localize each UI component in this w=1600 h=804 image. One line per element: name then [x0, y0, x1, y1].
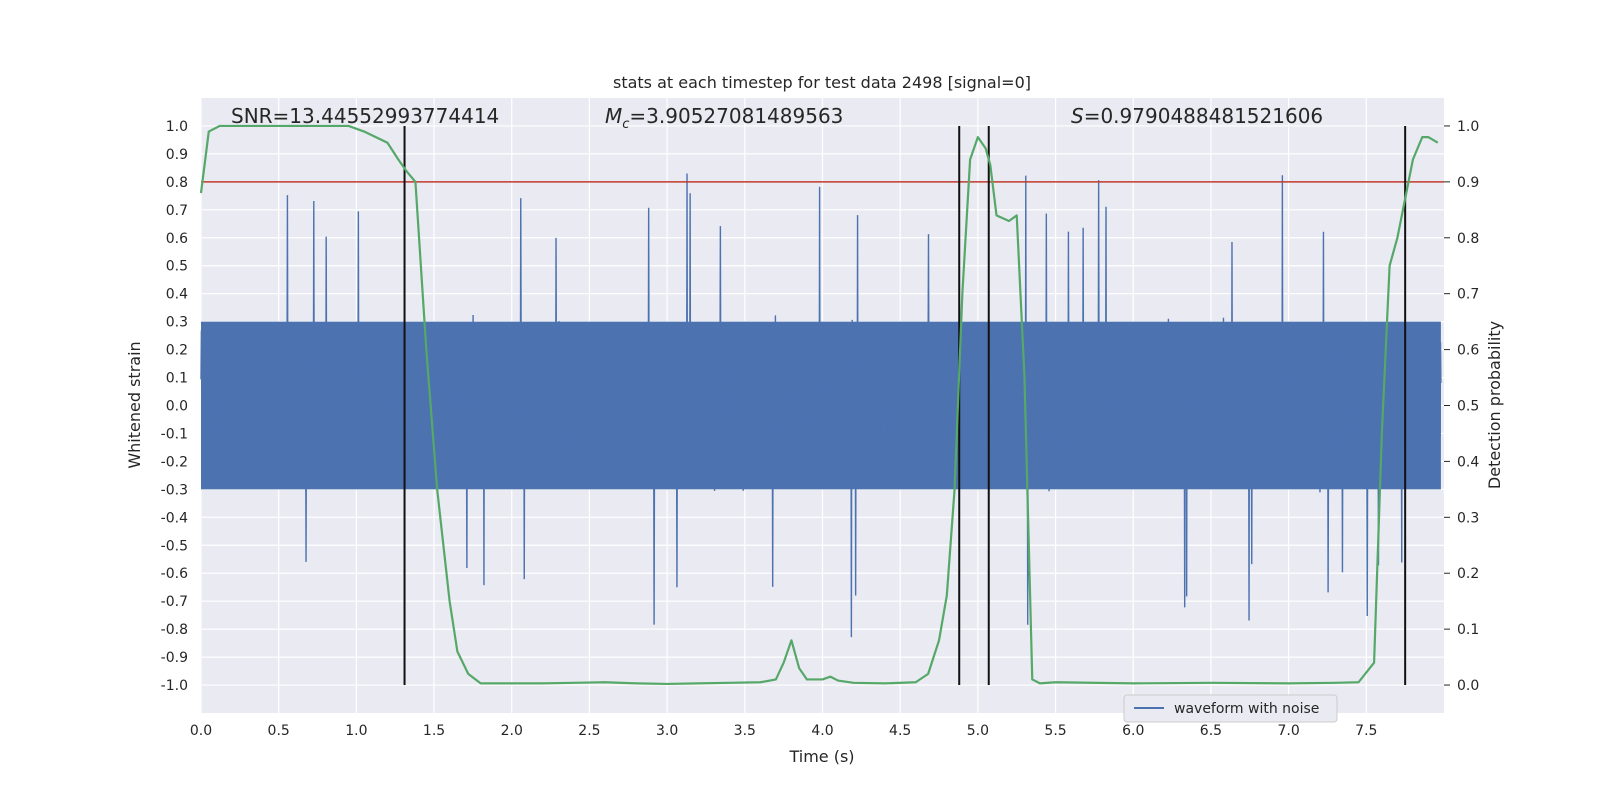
x-tick-label: 1.0: [345, 723, 367, 739]
probability-series: [199, 124, 1439, 686]
y-tick-label-left: -0.7: [161, 594, 188, 610]
y-tick-label-left: -0.8: [161, 622, 188, 638]
chart-title: stats at each timestep for test data 249…: [613, 73, 1031, 92]
x-tick-label: 0.5: [268, 723, 290, 739]
y-tick-label-left: -0.1: [161, 426, 188, 442]
s-annotation: S=0.9790488481521606: [1071, 104, 1323, 128]
x-tick-label: 2.5: [578, 723, 600, 739]
y-tick-label-left: -0.2: [161, 454, 188, 470]
chirp-mass-subscript: c: [622, 117, 629, 132]
snr-annotation: SNR=13.44552993774414: [231, 104, 499, 128]
x-tick-label: 0.0: [190, 723, 212, 739]
y-tick-label-left: 0.7: [166, 203, 188, 219]
y-tick-label-right: 0.5: [1457, 399, 1479, 415]
y-tick-label-left: 0.2: [166, 343, 188, 359]
y-tick-label-left: 1.0: [166, 119, 188, 135]
y-tick-label-left: 0.4: [166, 287, 188, 303]
y-axis-label-right: Detection probability: [1485, 321, 1504, 489]
chirp-mass-annotation: Mc=3.90527081489563: [605, 104, 843, 132]
y-tick-label-right: 0.7: [1457, 287, 1479, 303]
x-tick-label: 6.0: [1122, 723, 1144, 739]
chirp-mass-symbol: M: [605, 104, 622, 128]
y-tick-label-left: 0.0: [166, 399, 188, 415]
chirp-mass-value: =3.90527081489563: [629, 104, 843, 128]
y-tick-label-left: -0.6: [161, 566, 188, 582]
y-tick-label-left: -1.0: [161, 678, 188, 694]
y-tick-label-left: 0.8: [166, 175, 188, 191]
y-tick-label-right: 0.2: [1457, 566, 1479, 582]
y-tick-label-left: -0.5: [161, 538, 188, 554]
strain-series: [200, 173, 1442, 638]
y-tick-label-left: 0.6: [166, 231, 188, 247]
y-tick-label-left: 0.5: [166, 259, 188, 275]
x-tick-label: 6.5: [1200, 723, 1222, 739]
legend-label-waveform: waveform with noise: [1174, 701, 1319, 717]
x-axis-label: Time (s): [788, 747, 854, 766]
y-tick-label-right: 0.6: [1457, 343, 1479, 359]
y-tick-label-right: 0.4: [1457, 454, 1479, 470]
x-tick-label: 3.5: [734, 723, 756, 739]
y-tick-label-left: -0.9: [161, 650, 188, 666]
legend-box: [1123, 694, 1338, 723]
y-tick-label-left: -0.3: [161, 482, 188, 498]
y-tick-label-right: 0.0: [1457, 678, 1479, 694]
s-symbol: S: [1071, 104, 1084, 128]
y-tick-label-right: 0.9: [1457, 175, 1479, 191]
y-tick-label-left: -0.4: [161, 510, 188, 526]
y-tick-label-right: 1.0: [1457, 119, 1479, 135]
s-value: =0.9790488481521606: [1084, 104, 1323, 128]
detection-probability-line: [199, 124, 1439, 686]
x-tick-label: 4.0: [811, 723, 833, 739]
y-tick-label-left: 0.3: [166, 315, 188, 331]
y-tick-label-right: 0.1: [1457, 622, 1479, 638]
x-tick-label: 7.0: [1277, 723, 1299, 739]
legend: waveform with noise: [1123, 694, 1338, 723]
x-tick-label: 3.0: [656, 723, 678, 739]
y-tick-label-left: 0.9: [166, 147, 188, 163]
x-tick-label: 1.5: [423, 723, 445, 739]
tick-labels: 0.0 0.5 1.0 1.5 2.0 2.5 3.0 3.5 4.0 4.5 5.0 5.5 6.0 6…: [161, 119, 1480, 739]
x-tick-label: 5.5: [1044, 723, 1066, 739]
x-tick-label: 4.5: [889, 723, 911, 739]
y-axis-label-left: Whitened strain: [125, 341, 144, 468]
x-tick-label: 7.5: [1355, 723, 1377, 739]
x-tick-label: 2.0: [501, 723, 523, 739]
y-tick-label-left: 0.1: [166, 371, 188, 387]
x-tick-label: 5.0: [967, 723, 989, 739]
overlay-lines: [201, 125, 1444, 686]
y-tick-label-right: 0.3: [1457, 510, 1479, 526]
strain-waveform-line: [200, 173, 1442, 638]
y-tick-label-right: 0.8: [1457, 231, 1479, 247]
